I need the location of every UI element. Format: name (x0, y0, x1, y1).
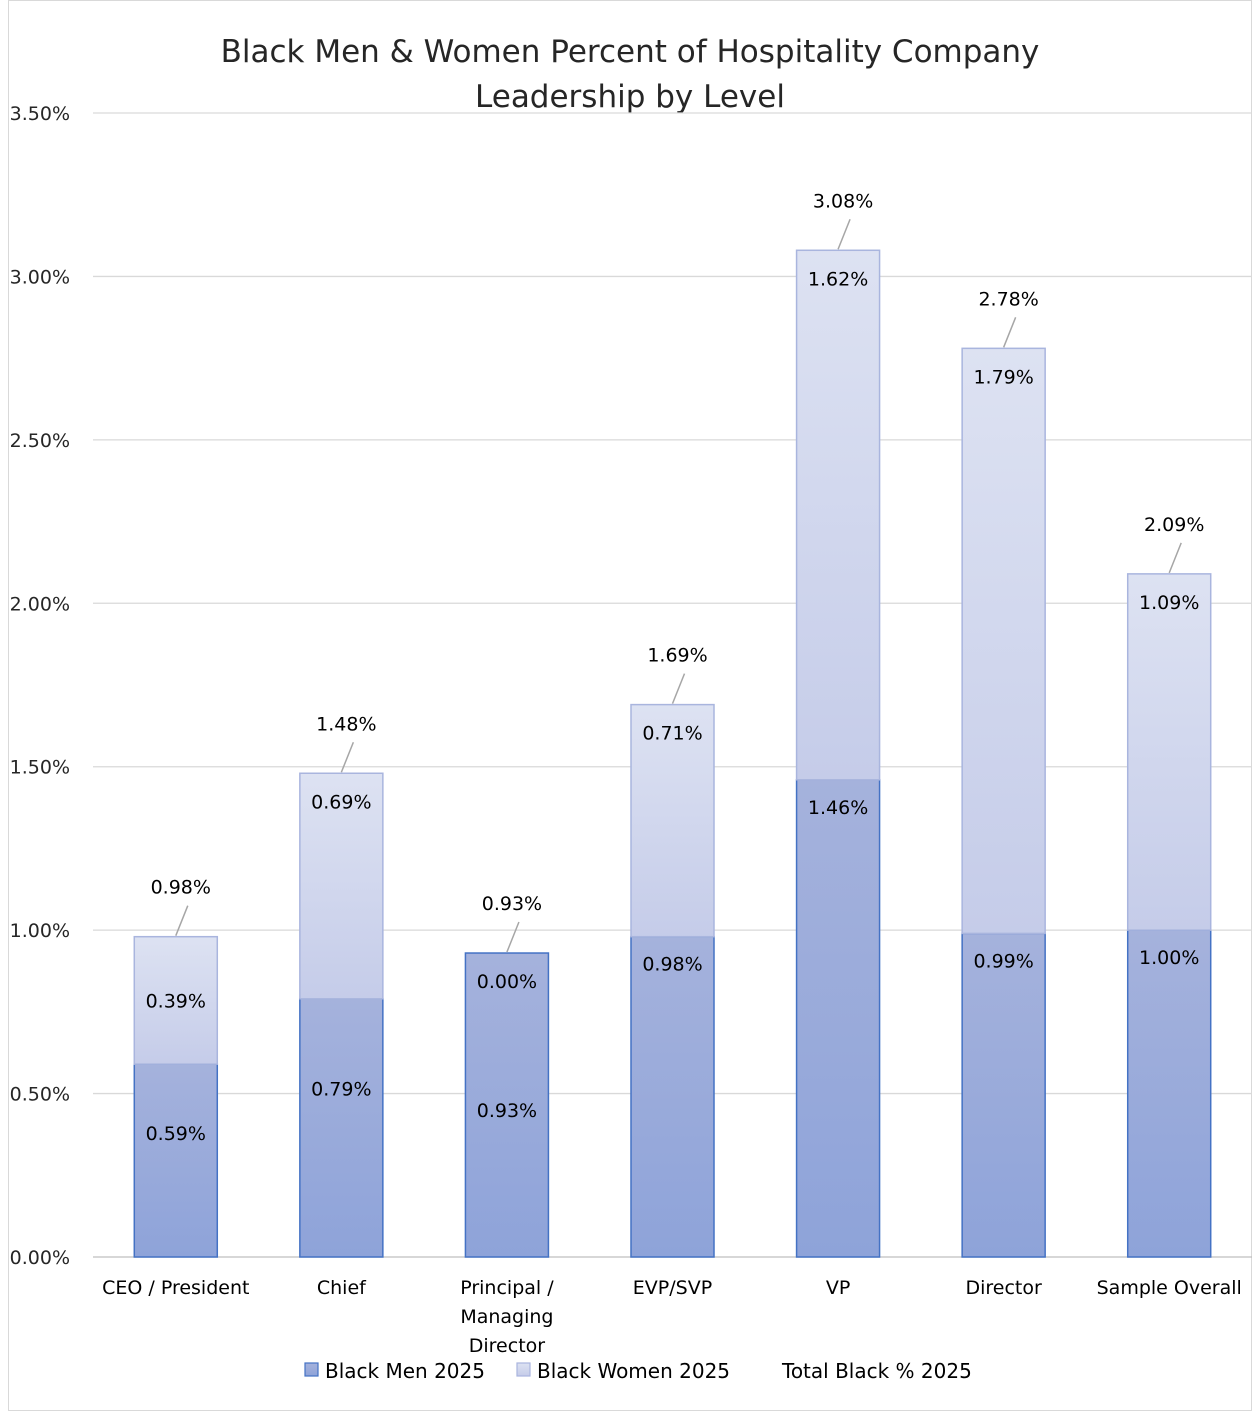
y-axis-ticks: 0.00% 0.50% 1.00% 1.50% 2.00% 2.50% 3.00% 3.50% (10, 103, 70, 1269)
bar-black-men (630, 935, 715, 1258)
y-tick-label: 2.00% (10, 593, 70, 615)
data-label-black-men: 0.99% (973, 950, 1033, 972)
x-category-label: VP (826, 1277, 850, 1299)
data-label-total: 1.48% (316, 713, 376, 735)
data-label-black-women: 0.39% (146, 990, 206, 1012)
x-category-label: Sample Overall (1097, 1277, 1242, 1299)
y-tick-label: 1.00% (10, 920, 70, 942)
x-category-label: Chief (317, 1277, 367, 1299)
chart-title: Black Men & Women Percent of Hospitality… (221, 34, 1040, 115)
leader-line (671, 673, 686, 704)
legend-swatch (516, 1362, 531, 1377)
data-label-black-women: 0.00% (477, 971, 537, 993)
x-category-label: Director (469, 1335, 546, 1357)
data-label-total: 0.98% (151, 877, 211, 899)
y-tick-label: 3.00% (10, 266, 70, 288)
data-label-black-women: 1.09% (1139, 592, 1199, 614)
x-category-label: CEO / President (102, 1277, 249, 1299)
data-label-black-men: 0.59% (146, 1123, 206, 1145)
bar-black-men (464, 952, 550, 1258)
y-tick-label: 2.50% (10, 430, 70, 452)
leader-line (1168, 542, 1182, 574)
y-tick-label: 0.50% (10, 1084, 70, 1106)
legend-label: Black Women 2025 (537, 1359, 730, 1383)
x-category-label: Director (965, 1277, 1042, 1299)
data-label-black-men: 0.93% (477, 1100, 537, 1122)
bar-black-women (961, 347, 1046, 935)
y-tick-label: 3.50% (10, 103, 70, 125)
y-tick-label: 0.00% (10, 1247, 70, 1269)
chart-title-line: Black Men & Women Percent of Hospitality… (221, 34, 1040, 70)
chart-border (8, 0, 1252, 1411)
data-label-black-women: 0.71% (642, 723, 702, 745)
x-axis-categories: CEO / President Chief Principal / Managing D… (102, 1277, 1242, 1357)
legend: Black Men 2025 Black Women 2025 Total Blac… (304, 1359, 972, 1383)
legend-label: Total Black % 2025 (781, 1359, 972, 1383)
leader-line (340, 741, 355, 773)
data-label-total: 0.93% (482, 893, 542, 915)
leader-line (837, 219, 851, 250)
bar-black-women (133, 935, 219, 1065)
y-tick-label: 1.50% (10, 757, 70, 779)
data-label-black-men: 0.79% (311, 1078, 371, 1100)
leader-line (175, 905, 189, 936)
gridlines (93, 112, 1252, 1258)
data-label-total: 2.09% (1144, 514, 1204, 536)
data-label-black-women: 0.69% (311, 791, 371, 813)
legend-label: Black Men 2025 (325, 1359, 485, 1383)
data-label-black-women: 1.62% (808, 268, 868, 290)
bars (133, 249, 1212, 1258)
x-category-label: Principal / (460, 1277, 554, 1299)
data-label-black-men: 0.98% (642, 954, 702, 976)
leader-line (1002, 317, 1017, 348)
legend-swatch (304, 1362, 319, 1377)
data-label-black-men: 1.00% (1139, 947, 1199, 969)
bar-black-men (299, 998, 384, 1258)
bar-black-men (961, 932, 1046, 1258)
bar-black-women (299, 772, 384, 1000)
x-category-label: Managing (460, 1306, 553, 1328)
chart-title-line: Leadership by Level (475, 79, 785, 115)
data-label-total: 3.08% (813, 190, 873, 212)
bar-black-women (1126, 573, 1212, 931)
data-label-black-women: 1.79% (973, 366, 1033, 388)
data-label-black-men: 1.46% (808, 797, 868, 819)
bar-black-men (133, 1063, 219, 1258)
bar-black-women (630, 703, 715, 938)
x-category-label: EVP/SVP (633, 1277, 712, 1299)
leader-line (506, 921, 520, 953)
bar-black-men (1126, 929, 1212, 1258)
data-labels: 0.59% 0.39% 0.98% 0.79% 0.69% 1.48% 0.93% 0.00%… (146, 190, 1205, 1145)
data-label-total: 2.78% (978, 288, 1038, 310)
data-label-total: 1.69% (647, 645, 707, 667)
bar-black-women (795, 249, 881, 781)
bar-black-men (795, 779, 881, 1258)
